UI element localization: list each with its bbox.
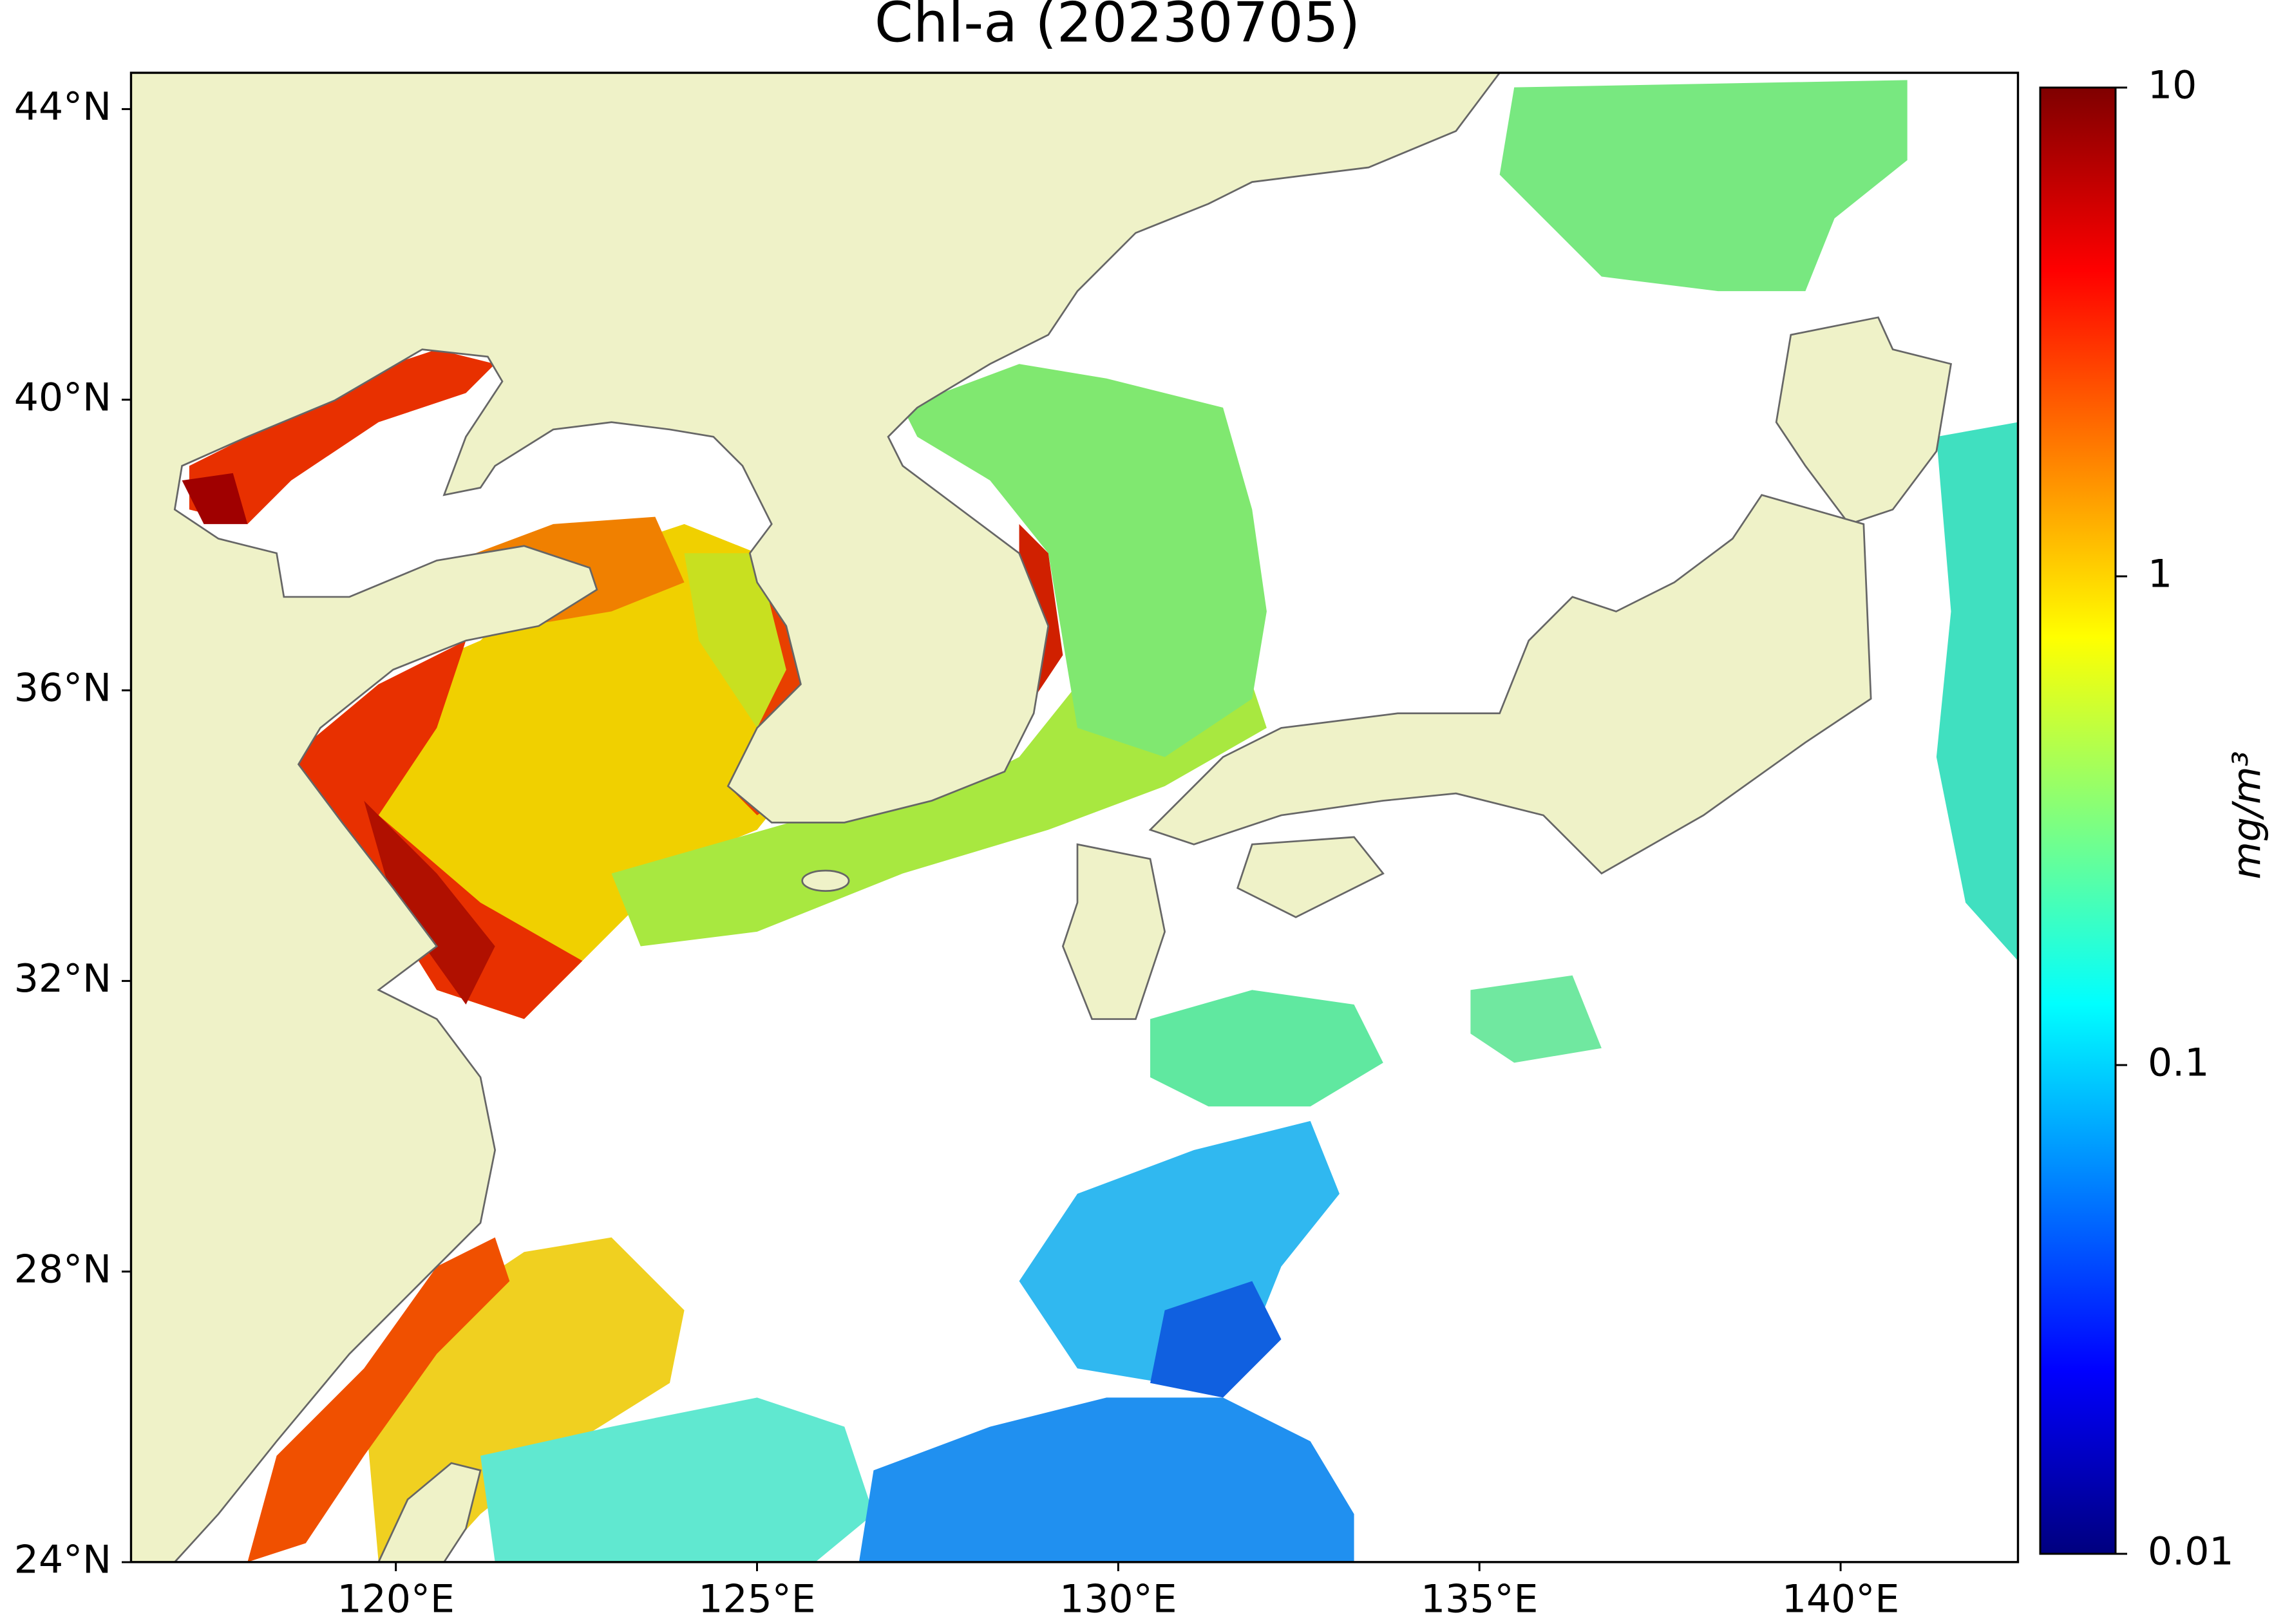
- land: [801, 869, 850, 892]
- land: [131, 73, 1501, 1562]
- y-tick-label: 28°N: [14, 1247, 111, 1292]
- colorbar-tick-label: 1: [2148, 552, 2172, 597]
- colorbar-tick-label: 10: [2148, 63, 2197, 108]
- chlorophyll-field: [182, 80, 2018, 1562]
- land: [1061, 843, 1166, 1020]
- y-tick-label: 44°N: [14, 84, 111, 129]
- land: [1236, 836, 1385, 918]
- colorbar-tick-label: 0.01: [2148, 1529, 2234, 1574]
- land: [1148, 494, 1872, 875]
- y-tick-label: 32°N: [14, 956, 111, 1001]
- colorbar: [2039, 86, 2117, 1555]
- land: [377, 1462, 482, 1562]
- x-tick-label: 135°E: [1421, 1577, 1538, 1622]
- y-tick-label: 36°N: [14, 666, 111, 711]
- x-tick-label: 140°E: [1782, 1577, 1899, 1622]
- y-tick-label: 24°N: [14, 1538, 111, 1583]
- x-tick-label: 130°E: [1059, 1577, 1177, 1622]
- chart-title: Chl-a (20230705): [875, 0, 1360, 55]
- land: [1775, 316, 1953, 525]
- plot-frame: [129, 71, 2020, 1563]
- colorbar-label: mg/m³: [2225, 751, 2270, 879]
- map: [129, 71, 2020, 1563]
- colorbar-tick-label: 0.1: [2148, 1041, 2209, 1086]
- x-tick-label: 120°E: [337, 1577, 454, 1622]
- x-tick-label: 125°E: [698, 1577, 815, 1622]
- y-tick-label: 40°N: [14, 375, 111, 420]
